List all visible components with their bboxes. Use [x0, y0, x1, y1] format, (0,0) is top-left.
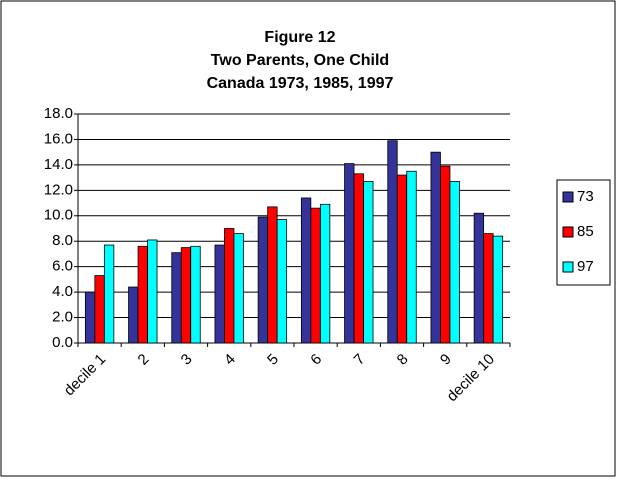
bar	[128, 286, 139, 344]
bar	[310, 207, 321, 344]
bar	[257, 216, 269, 344]
bar	[406, 170, 417, 344]
bar	[430, 151, 441, 344]
bar	[387, 140, 398, 344]
bar	[276, 219, 288, 344]
bar	[344, 163, 355, 344]
bar	[103, 244, 115, 344]
bar	[180, 247, 192, 344]
bar	[84, 291, 96, 344]
legend-swatch	[562, 191, 574, 203]
chart-title: Two Parents, One Child	[211, 52, 389, 69]
bar	[233, 233, 244, 344]
y-tick-label: 18.0	[44, 105, 73, 122]
bar	[94, 275, 105, 344]
chart-title: Canada 1973, 1985, 1997	[207, 75, 394, 92]
chart-title: Figure 12	[264, 29, 335, 46]
y-tick-label: 16.0	[44, 130, 73, 147]
y-tick-label: 8.0	[52, 232, 73, 249]
legend-label: 97	[577, 258, 594, 275]
bar	[473, 212, 485, 344]
bar	[396, 174, 408, 344]
bar	[440, 165, 451, 344]
bar	[449, 181, 460, 344]
bar	[190, 245, 201, 344]
bar	[319, 203, 331, 344]
y-tick-label: 4.0	[52, 283, 73, 300]
y-tick-label: 12.0	[44, 181, 73, 198]
bar	[147, 239, 158, 344]
y-tick-label: 6.0	[52, 258, 73, 275]
bar	[171, 252, 182, 344]
bar	[137, 245, 148, 344]
legend-swatch	[562, 261, 574, 273]
legend-label: 73	[577, 188, 594, 205]
y-tick-label: 2.0	[52, 309, 73, 326]
legend-swatch	[562, 226, 574, 238]
y-tick-label: 10.0	[44, 207, 73, 224]
y-tick-label: 14.0	[44, 156, 73, 173]
y-tick-label: 0.0	[52, 334, 73, 351]
bar	[492, 235, 504, 344]
bar	[483, 233, 494, 344]
bar	[300, 197, 312, 344]
bar	[353, 173, 364, 344]
bar	[267, 206, 278, 344]
bar	[224, 228, 235, 344]
bar	[214, 244, 225, 344]
legend-label: 85	[577, 223, 594, 240]
bar	[363, 181, 374, 344]
